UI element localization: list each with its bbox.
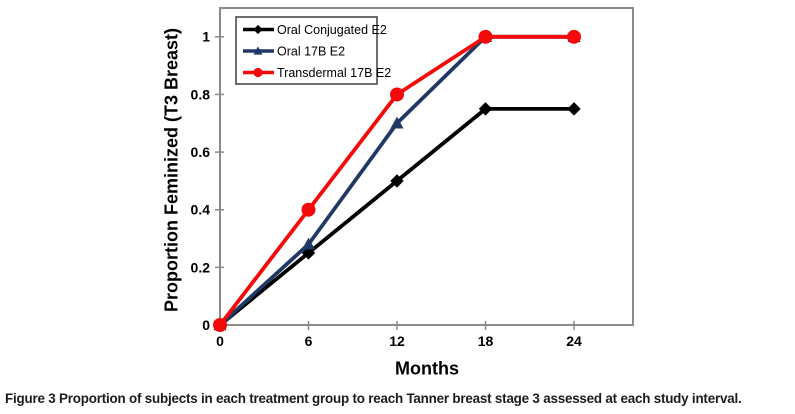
y-axis-title: Proportion Feminized (T3 Breast)	[161, 27, 182, 313]
y-tick-label: 0.8	[191, 86, 211, 102]
series-transdermal-17b-e2	[213, 29, 581, 332]
legend-item-oral-17b-e2: Oral 17B E2	[243, 44, 345, 58]
line-chart: 0 0.2 0.4 0.6 0.8 1 0 6 12 18 24 Oral Conjugated E2…	[191, 7, 634, 349]
y-tick-label: 0.6	[191, 144, 211, 160]
plot-frame	[219, 7, 634, 326]
y-tick-label: 0	[202, 317, 210, 333]
x-tick-label: 6	[305, 333, 313, 349]
circle-marker	[390, 87, 404, 102]
series-oral-conjugated-e2	[213, 102, 581, 332]
x-tick-label: 24	[566, 333, 582, 349]
legend-item-transdermal-17b-e2: Transdermal 17B E2	[243, 66, 391, 80]
y-tick-label: 1	[202, 29, 210, 45]
y-tick-label: 0.2	[191, 259, 211, 275]
diamond-marker	[567, 102, 581, 116]
x-tick-label: 12	[389, 333, 405, 349]
figure-caption: Figure 3 Proportion of subjects in each …	[5, 391, 791, 406]
series-line	[218, 106, 576, 327]
figure-caption-label: Figure 3	[5, 391, 56, 406]
x-axis-title: Months	[395, 358, 459, 379]
circle-marker	[478, 29, 493, 44]
circle-marker	[213, 318, 227, 332]
legend-item-oral-conjugated-e2: Oral Conjugated E2	[243, 23, 387, 37]
circle-marker	[567, 29, 581, 44]
triangle-marker	[301, 237, 316, 250]
legend-circle-marker	[253, 67, 263, 78]
triangle-marker	[390, 116, 404, 129]
legend-triangle-marker	[253, 46, 263, 55]
x-tick-label: 18	[478, 333, 494, 349]
legend: Oral Conjugated E2 Oral 17B E2 Transdermal…	[235, 16, 391, 85]
x-tick-label: 0	[216, 333, 224, 349]
diamond-marker	[478, 102, 493, 116]
diamond-marker	[390, 174, 404, 188]
legend-label: Transdermal 17B E2	[277, 66, 391, 80]
legend-label: Oral 17B E2	[277, 44, 345, 58]
y-tick-label: 0.4	[191, 202, 211, 218]
legend-label: Oral Conjugated E2	[277, 23, 387, 37]
circle-marker	[301, 202, 316, 217]
figure-caption-text: Proportion of subjects in each treatment…	[59, 391, 742, 406]
legend-diamond-marker	[253, 24, 263, 35]
